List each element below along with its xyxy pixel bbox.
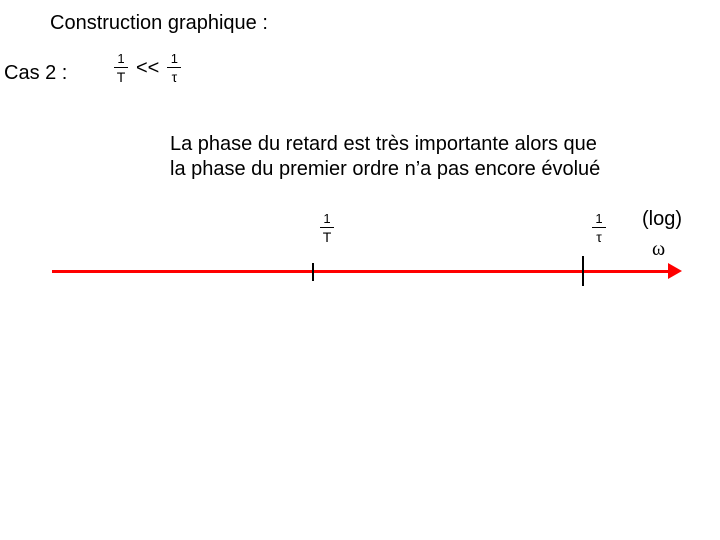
body-line-2: la phase du premier ordre n’a pas encore… — [170, 158, 600, 180]
case-label: Cas 2 : — [4, 62, 67, 85]
fraction-numerator: 1 — [592, 212, 606, 228]
fraction-denominator: T — [117, 68, 126, 84]
inequality-block: 1 T << 1 τ — [114, 52, 181, 84]
axis-arrow-icon — [668, 263, 682, 279]
fraction-numerator: 1 — [167, 52, 181, 68]
tick-label-1-over-tau: 1 τ — [592, 212, 606, 244]
fraction-denominator: τ — [172, 68, 178, 84]
omega-axis-label: ω — [652, 238, 665, 261]
tick-mark-1 — [312, 263, 314, 281]
frequency-axis-diagram: 1 T 1 τ (log) ω — [52, 258, 692, 318]
fraction-numerator: 1 — [114, 52, 128, 68]
fraction-1-over-tau: 1 τ — [167, 52, 181, 84]
fraction-numerator: 1 — [320, 212, 334, 228]
fraction-denominator: τ — [596, 228, 602, 244]
fraction-denominator: T — [323, 228, 332, 244]
tick-label-1-over-T: 1 T — [320, 212, 334, 244]
slide-container: Construction graphique : Cas 2 : 1 T << … — [0, 0, 720, 540]
title-text: Construction graphique : — [50, 12, 268, 35]
comparison-operator: << — [136, 57, 159, 80]
body-text: La phase du retard est très importante a… — [170, 132, 710, 182]
fraction-1-over-T: 1 T — [114, 52, 128, 84]
body-line-1: La phase du retard est très importante a… — [170, 133, 597, 155]
tick-mark-2 — [582, 256, 584, 286]
log-scale-label: (log) — [642, 208, 682, 231]
axis-line — [52, 270, 668, 273]
